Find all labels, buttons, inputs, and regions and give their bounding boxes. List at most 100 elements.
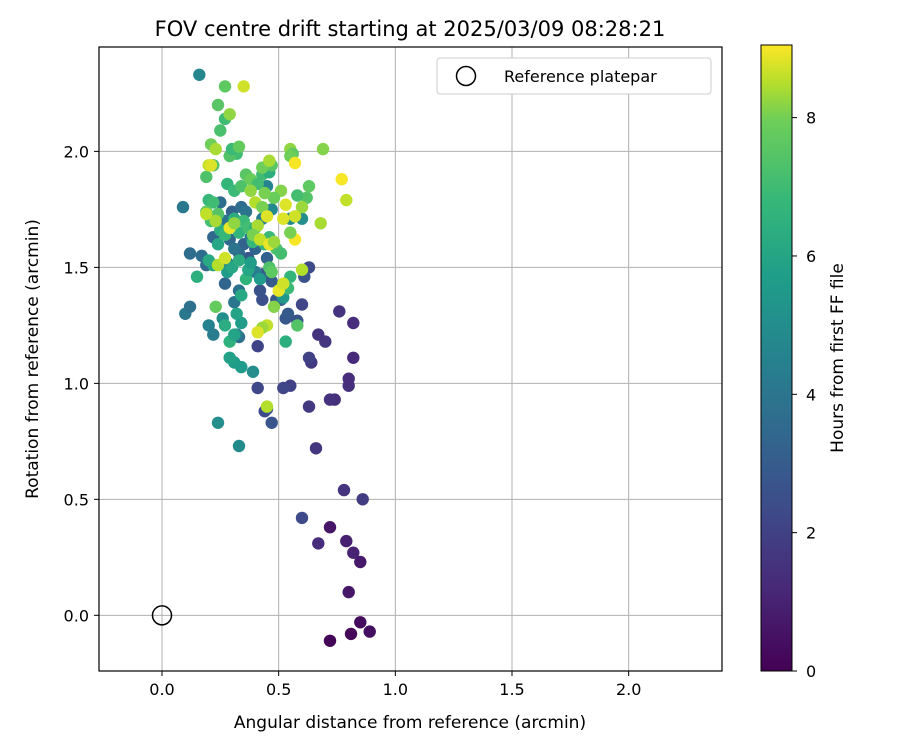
colorbar: 0 2 4 6 8 Hours from first FF file	[760, 44, 848, 681]
data-point	[347, 316, 360, 330]
colorbar-tick-label: 2	[806, 524, 816, 543]
x-tick-label: 0.0	[149, 680, 174, 699]
data-point	[223, 351, 236, 364]
data-point	[218, 277, 232, 290]
data-point	[267, 191, 281, 204]
data-point	[267, 300, 281, 313]
data-point	[251, 381, 264, 395]
legend-box	[436, 57, 712, 95]
data-point	[251, 326, 264, 339]
x-tick-label: 1.5	[499, 680, 524, 699]
data-point	[260, 400, 274, 413]
y-tick-label: 2.0	[64, 142, 89, 161]
data-point	[309, 442, 323, 455]
reference-layer	[151, 605, 173, 626]
data-point	[211, 416, 225, 429]
data-point	[176, 200, 190, 214]
data-point	[232, 140, 246, 153]
data-point	[211, 98, 225, 112]
data-point	[258, 186, 271, 200]
data-point	[232, 254, 246, 267]
data-point	[251, 340, 264, 353]
data-point	[323, 634, 337, 647]
data-point	[214, 124, 227, 137]
y-axis-ticks: 0.0 0.5 1.0 1.5 2.0	[64, 142, 99, 625]
y-tick-label: 1.0	[64, 374, 89, 393]
data-point	[209, 214, 222, 228]
y-tick-label: 0.0	[64, 606, 89, 625]
data-point	[265, 416, 278, 429]
data-point	[295, 511, 309, 525]
data-point	[347, 546, 360, 559]
colorbar-ticks: 0 2 4 6 8	[792, 109, 816, 681]
data-point	[277, 277, 290, 290]
data-point	[232, 226, 246, 239]
chart-title: FOV centre drift starting at 2025/03/09 …	[155, 17, 666, 41]
x-axis-label: Angular distance from reference (arcmin)	[234, 713, 586, 733]
data-point	[207, 196, 220, 209]
data-point	[291, 319, 304, 332]
data-point	[281, 307, 295, 320]
colorbar-tick-label: 4	[806, 385, 816, 404]
data-point	[300, 191, 313, 204]
data-point	[295, 200, 309, 214]
data-point	[323, 521, 337, 534]
data-point	[340, 193, 353, 207]
data-point	[279, 198, 292, 211]
data-point	[342, 372, 355, 385]
data-point	[363, 625, 376, 638]
data-point	[267, 235, 281, 249]
data-point	[232, 439, 246, 453]
data-point	[291, 189, 304, 202]
data-point	[235, 316, 248, 330]
data-point	[356, 493, 369, 506]
data-point	[295, 263, 309, 276]
reference-platepar-marker	[151, 605, 173, 626]
colorbar-tick-label: 8	[806, 109, 816, 128]
data-point	[218, 319, 232, 332]
data-point	[235, 180, 248, 193]
plot-frame	[98, 46, 723, 672]
x-axis-ticks: 0.0 0.5 1.0 1.5 2.0	[149, 671, 641, 699]
y-axis-label: Rotation from reference (arcmin)	[23, 219, 43, 499]
x-tick-label: 1.0	[383, 680, 408, 699]
data-point	[246, 365, 260, 378]
data-point	[312, 328, 325, 341]
data-point	[202, 254, 215, 267]
x-tick-label: 2.0	[616, 680, 641, 699]
data-point	[183, 247, 197, 260]
data-point	[200, 207, 213, 221]
data-point	[244, 256, 257, 269]
data-point	[228, 242, 241, 255]
data-point	[237, 80, 250, 93]
data-point	[239, 205, 253, 218]
data-point	[344, 627, 358, 641]
data-point	[302, 180, 316, 193]
data-point	[342, 585, 355, 599]
data-point	[302, 351, 316, 364]
data-point	[288, 156, 302, 170]
data-point	[183, 300, 197, 313]
data-point	[211, 238, 225, 251]
legend-marker-icon	[455, 65, 477, 87]
legend-label: Reference platepar	[504, 67, 657, 86]
data-point	[251, 219, 264, 232]
data-point	[288, 210, 302, 223]
colorbar-gradient	[760, 44, 793, 672]
data-point	[253, 233, 267, 246]
data-point	[265, 275, 278, 288]
data-point	[200, 170, 213, 184]
data-point	[263, 154, 276, 167]
legend: Reference platepar	[436, 57, 712, 95]
data-point	[260, 210, 274, 223]
data-point	[207, 328, 220, 341]
data-point	[337, 483, 351, 497]
data-point	[202, 319, 215, 332]
data-point	[230, 307, 243, 320]
data-point	[347, 351, 360, 364]
y-tick-label: 0.5	[64, 490, 89, 509]
data-point	[354, 555, 367, 569]
data-point	[265, 265, 278, 279]
